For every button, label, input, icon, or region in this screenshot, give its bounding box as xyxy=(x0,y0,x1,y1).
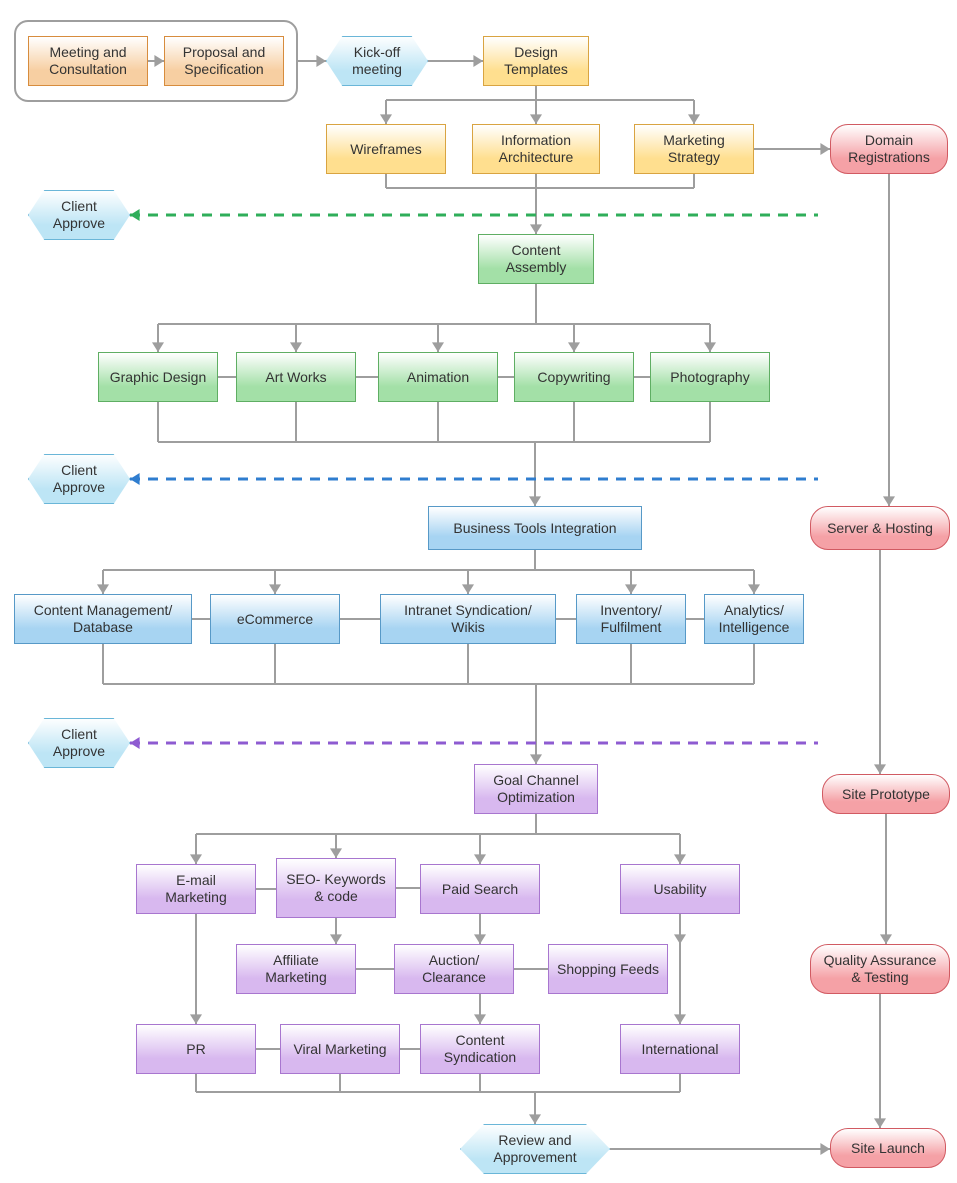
node-label: Proposal and Specification xyxy=(173,44,275,78)
node-n27: Usability xyxy=(620,864,740,914)
node-label: Site Prototype xyxy=(842,786,930,803)
node-label: Auction/ Clearance xyxy=(403,952,505,986)
node-n6: Information Architecture xyxy=(472,124,600,174)
node-n31: PR xyxy=(136,1024,256,1074)
node-label: Graphic Design xyxy=(110,369,207,386)
node-n1: Meeting and Consultation xyxy=(28,36,148,86)
node-label: Site Launch xyxy=(851,1140,925,1157)
node-n37: Server & Hosting xyxy=(810,506,950,550)
node-n28: Affiliate Marketing xyxy=(236,944,356,994)
node-label: Inventory/ Fulfilment xyxy=(585,602,677,636)
node-n22: Client Approve xyxy=(28,718,130,768)
node-label: Content Syndication xyxy=(429,1032,531,1066)
node-label: Meeting and Consultation xyxy=(37,44,139,78)
node-n40: Site Launch xyxy=(830,1128,946,1168)
node-label: Analytics/ Intelligence xyxy=(713,602,795,636)
node-n24: E-mail Marketing xyxy=(136,864,256,914)
node-label: Goal Channel Optimization xyxy=(483,772,589,806)
node-label: Animation xyxy=(407,369,469,386)
node-label: Client Approve xyxy=(36,198,122,232)
node-n32: Viral Marketing xyxy=(280,1024,400,1074)
node-label: Intranet Syndication/ Wikis xyxy=(389,602,547,636)
node-label: Information Architecture xyxy=(481,132,591,166)
node-n4: Design Templates xyxy=(483,36,589,86)
node-n34: International xyxy=(620,1024,740,1074)
node-label: Shopping Feeds xyxy=(557,961,659,978)
node-label: Content Assembly xyxy=(487,242,585,276)
node-label: Marketing Strategy xyxy=(643,132,745,166)
node-n39: Quality Assurance & Testing xyxy=(810,944,950,994)
node-n23: Goal Channel Optimization xyxy=(474,764,598,814)
node-label: International xyxy=(641,1041,718,1058)
node-label: Business Tools Integration xyxy=(453,520,616,537)
node-n13: Copywriting xyxy=(514,352,634,402)
node-label: eCommerce xyxy=(237,611,313,628)
node-label: Client Approve xyxy=(36,726,122,760)
node-label: Kick-off meeting xyxy=(334,44,420,78)
node-label: Wireframes xyxy=(350,141,422,158)
node-n30: Shopping Feeds xyxy=(548,944,668,994)
node-n17: Content Management/ Database xyxy=(14,594,192,644)
node-n12: Animation xyxy=(378,352,498,402)
node-label: Design Templates xyxy=(492,44,580,78)
node-label: Content Management/ Database xyxy=(23,602,183,636)
node-label: E-mail Marketing xyxy=(145,872,247,906)
node-n20: Inventory/ Fulfilment xyxy=(576,594,686,644)
node-n36: Domain Registrations xyxy=(830,124,948,174)
node-n15: Client Approve xyxy=(28,454,130,504)
node-n18: eCommerce xyxy=(210,594,340,644)
node-n33: Content Syndication xyxy=(420,1024,540,1074)
node-label: Viral Marketing xyxy=(293,1041,386,1058)
node-n7: Marketing Strategy xyxy=(634,124,754,174)
node-label: Affiliate Marketing xyxy=(245,952,347,986)
node-label: Photography xyxy=(670,369,749,386)
node-n38: Site Prototype xyxy=(822,774,950,814)
node-n25: SEO- Keywords & code xyxy=(276,858,396,918)
node-label: Paid Search xyxy=(442,881,518,898)
node-label: PR xyxy=(186,1041,205,1058)
node-label: Usability xyxy=(654,881,707,898)
node-n8: Client Approve xyxy=(28,190,130,240)
node-n11: Art Works xyxy=(236,352,356,402)
node-label: Domain Registrations xyxy=(839,132,939,166)
node-label: Art Works xyxy=(265,369,326,386)
node-label: Quality Assurance & Testing xyxy=(819,952,941,986)
node-label: Copywriting xyxy=(537,369,610,386)
node-n29: Auction/ Clearance xyxy=(394,944,514,994)
node-n19: Intranet Syndication/ Wikis xyxy=(380,594,556,644)
node-n21: Analytics/ Intelligence xyxy=(704,594,804,644)
node-n5: Wireframes xyxy=(326,124,446,174)
node-n2: Proposal and Specification xyxy=(164,36,284,86)
node-n3: Kick-off meeting xyxy=(326,36,428,86)
node-label: SEO- Keywords & code xyxy=(285,871,387,905)
node-n35: Review and Approvement xyxy=(460,1124,610,1174)
node-label: Server & Hosting xyxy=(827,520,933,537)
node-n9: Content Assembly xyxy=(478,234,594,284)
node-label: Client Approve xyxy=(36,462,122,496)
node-label: Review and Approvement xyxy=(468,1132,602,1166)
node-n10: Graphic Design xyxy=(98,352,218,402)
node-n16: Business Tools Integration xyxy=(428,506,642,550)
node-n14: Photography xyxy=(650,352,770,402)
node-n26: Paid Search xyxy=(420,864,540,914)
